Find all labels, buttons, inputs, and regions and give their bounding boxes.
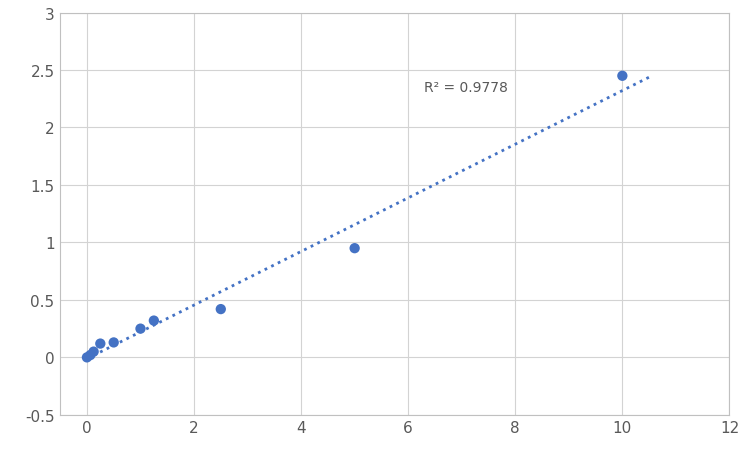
Point bbox=[94, 340, 106, 347]
Point bbox=[108, 339, 120, 346]
Point bbox=[135, 325, 147, 332]
Point bbox=[81, 354, 93, 361]
Point bbox=[349, 245, 361, 252]
Point bbox=[84, 352, 96, 359]
Point bbox=[617, 73, 629, 80]
Point bbox=[148, 317, 160, 324]
Point bbox=[215, 306, 227, 313]
Text: R² = 0.9778: R² = 0.9778 bbox=[424, 81, 508, 95]
Point bbox=[88, 348, 99, 355]
